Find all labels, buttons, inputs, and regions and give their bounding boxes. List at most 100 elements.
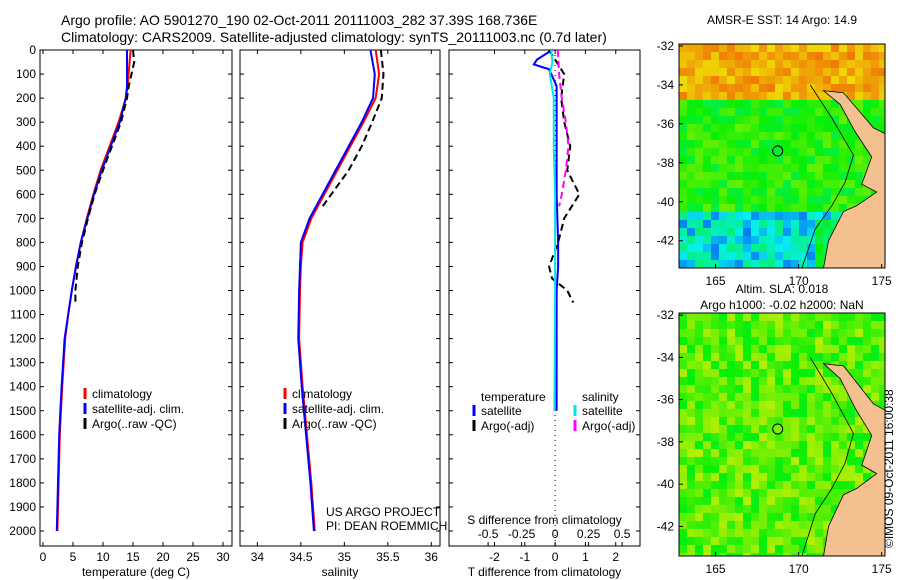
map-cell bbox=[791, 425, 799, 433]
map-cell bbox=[711, 369, 719, 377]
map-cell bbox=[703, 68, 711, 76]
map-cell bbox=[839, 196, 847, 204]
map-cell bbox=[735, 156, 743, 164]
map-cell bbox=[695, 553, 703, 556]
map-cell bbox=[727, 76, 735, 84]
map-cell bbox=[815, 409, 823, 417]
map-cell bbox=[687, 337, 695, 345]
map-cell bbox=[847, 481, 855, 489]
map-cell bbox=[823, 236, 831, 244]
lat-tick-label: -40 bbox=[657, 195, 675, 209]
map-cell bbox=[879, 124, 885, 132]
map-cell bbox=[791, 409, 799, 417]
map-cell bbox=[679, 164, 687, 172]
map-cell bbox=[679, 236, 687, 244]
map-cell bbox=[831, 172, 839, 180]
map-cell bbox=[823, 220, 831, 228]
map-cell bbox=[719, 156, 727, 164]
map-cell bbox=[775, 148, 783, 156]
map-cell bbox=[679, 132, 687, 140]
map-cell bbox=[855, 417, 863, 425]
map-cell bbox=[695, 68, 703, 76]
map-cell bbox=[855, 457, 863, 465]
map-cell bbox=[711, 260, 719, 268]
map-cell bbox=[791, 220, 799, 228]
map-cell bbox=[823, 481, 831, 489]
map-cell bbox=[679, 196, 687, 204]
map-cell bbox=[775, 244, 783, 252]
map-cell bbox=[727, 473, 735, 481]
map-cell bbox=[775, 228, 783, 236]
map-cell bbox=[687, 537, 695, 545]
map-cell bbox=[679, 401, 687, 409]
map-cell bbox=[759, 220, 767, 228]
map-cell bbox=[783, 369, 791, 377]
s-tick-label: 0 bbox=[552, 527, 559, 541]
map-cell bbox=[791, 345, 799, 353]
map-cell bbox=[759, 457, 767, 465]
map-cell bbox=[719, 260, 727, 268]
map-cell bbox=[815, 345, 823, 353]
map-cell bbox=[871, 369, 879, 377]
map-cell bbox=[775, 132, 783, 140]
x-tick-label: 0 bbox=[552, 550, 559, 564]
map-cell bbox=[703, 172, 711, 180]
map-cell bbox=[735, 417, 743, 425]
map-cell bbox=[695, 180, 703, 188]
map-cell bbox=[703, 116, 711, 124]
map-cell bbox=[847, 172, 855, 180]
map-cell bbox=[735, 465, 743, 473]
map-cell bbox=[687, 513, 695, 521]
map-cell bbox=[687, 252, 695, 260]
lat-tick-label: -38 bbox=[657, 156, 675, 170]
map-cell bbox=[815, 457, 823, 465]
map-cell bbox=[687, 361, 695, 369]
map-cell bbox=[863, 361, 871, 369]
map-cell bbox=[759, 68, 767, 76]
series-line-satellite-adj-clim- bbox=[55, 50, 128, 532]
map-cell bbox=[775, 441, 783, 449]
map-cell bbox=[823, 457, 831, 465]
map-cell bbox=[783, 92, 791, 100]
x-tick-label: -1 bbox=[519, 550, 530, 564]
map-cell bbox=[679, 329, 687, 337]
map-cell bbox=[871, 313, 879, 321]
legend-header-salinity: salinity bbox=[582, 390, 619, 404]
map-cell bbox=[751, 220, 759, 228]
map-cell bbox=[807, 100, 815, 108]
map-cell bbox=[799, 164, 807, 172]
map-cell bbox=[791, 68, 799, 76]
map-cell bbox=[783, 497, 791, 505]
map-cell bbox=[823, 369, 831, 377]
map-cell bbox=[727, 68, 735, 76]
map-cell bbox=[831, 52, 839, 60]
map-cell bbox=[743, 260, 751, 268]
x-tick-label: 36 bbox=[425, 550, 439, 564]
map-cell bbox=[871, 60, 879, 68]
map-cell bbox=[855, 353, 863, 361]
map-cell bbox=[791, 449, 799, 457]
map-cell bbox=[751, 401, 759, 409]
map-cell bbox=[727, 529, 735, 537]
y-tick-label: 300 bbox=[16, 115, 36, 129]
map-cell bbox=[703, 84, 711, 92]
map-cell bbox=[751, 76, 759, 84]
map-cell bbox=[879, 385, 885, 393]
map-cell bbox=[815, 76, 823, 84]
map-cell bbox=[695, 321, 703, 329]
map-cell bbox=[791, 236, 799, 244]
map-cell bbox=[743, 188, 751, 196]
map-cell bbox=[799, 433, 807, 441]
map-cell bbox=[695, 329, 703, 337]
map-cell bbox=[687, 148, 695, 156]
map-cell bbox=[695, 537, 703, 545]
map-cell bbox=[703, 481, 711, 489]
map-cell bbox=[703, 124, 711, 132]
map-cell bbox=[863, 76, 871, 84]
map-cell bbox=[863, 188, 871, 196]
map-cell bbox=[823, 417, 831, 425]
map-cell bbox=[703, 244, 711, 252]
map-cell bbox=[799, 465, 807, 473]
map-cell bbox=[767, 337, 775, 345]
map-cell bbox=[807, 188, 815, 196]
